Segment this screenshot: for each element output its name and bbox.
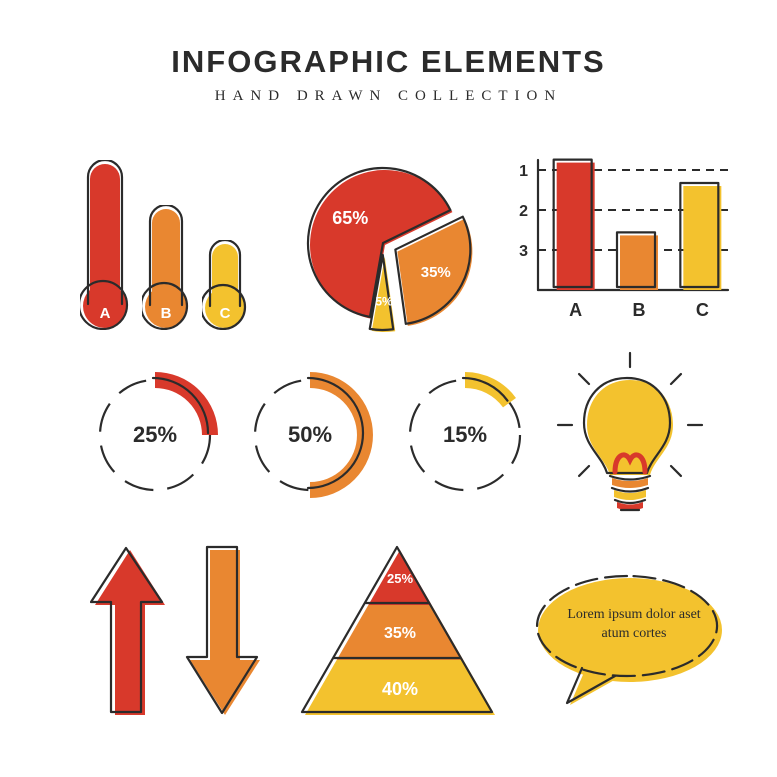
thermometer-a: A <box>80 160 130 330</box>
thermometer-group: A B C <box>80 150 280 330</box>
donut-chart: 50% <box>245 370 375 500</box>
pyramid-chart: 25% 35% 40% <box>300 545 500 720</box>
bar-category-label: C <box>696 300 709 320</box>
thermometer-label: C <box>220 305 231 322</box>
pie-slice-label: 5% <box>375 294 393 308</box>
bar-chart: 1 2 3 A B C <box>510 150 720 330</box>
header: INFOGRAPHIC ELEMENTS HAND DRAWN COLLECTI… <box>0 0 777 105</box>
donut-label: 50% <box>288 422 332 448</box>
donut-label: 25% <box>133 422 177 448</box>
bar-y-tick: 3 <box>519 243 528 260</box>
speech-bubble: Lorem ipsum dolor aset atum cortes <box>530 570 730 720</box>
donut-label: 15% <box>443 422 487 448</box>
thermometer-label: B <box>161 305 172 322</box>
lightbulb-icon <box>555 350 705 540</box>
row-1: A B C 65% 35% 5% 1 2 3 A B C <box>0 150 777 340</box>
pie-slice-label: 65% <box>332 208 368 228</box>
pyramid-layer-label: 35% <box>384 625 416 643</box>
bar-category-label: A <box>569 300 582 320</box>
thermometer-b: B <box>142 205 190 330</box>
pie-chart: 65% 35% 5% <box>300 160 470 330</box>
pyramid-layer-label: 25% <box>387 571 413 586</box>
arrow-up-icon <box>90 545 170 720</box>
pie-slice-label: 35% <box>421 264 451 281</box>
bar-category-label: B <box>633 300 646 320</box>
bar-y-tick: 2 <box>519 203 528 220</box>
donut-chart: 15% <box>400 370 530 500</box>
bar-y-tick: 1 <box>519 163 528 180</box>
speech-bubble-text: Lorem ipsum dolor aset atum cortes <box>558 606 710 644</box>
thermometer-c: C <box>202 240 248 330</box>
page-title: INFOGRAPHIC ELEMENTS <box>0 44 777 80</box>
thermometer-label: A <box>100 305 111 322</box>
row-3: 25% 35% 40% Lorem ipsum dolor aset atum co… <box>0 545 777 745</box>
page-subtitle: HAND DRAWN COLLECTION <box>0 88 777 105</box>
donut-chart: 25% <box>90 370 220 500</box>
pyramid-layer-label: 40% <box>382 679 418 700</box>
arrow-down-icon <box>185 545 265 720</box>
row-2: 25% 50% 15% <box>0 370 777 530</box>
